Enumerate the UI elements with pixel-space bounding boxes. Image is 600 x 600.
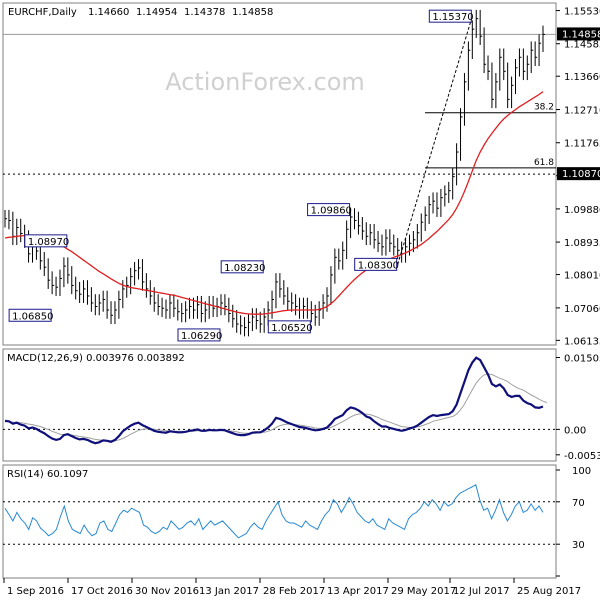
fib-level-label: 38.2 bbox=[534, 103, 554, 113]
last-price-box bbox=[557, 27, 600, 41]
level-line-label: 1.10870 bbox=[562, 169, 600, 180]
macd-y-tick-label: 0.00 bbox=[564, 425, 586, 436]
watermark: ActionForex.com bbox=[165, 68, 365, 96]
rsi-marks bbox=[3, 484, 556, 545]
rsi-y-tick-label: 70 bbox=[572, 498, 585, 509]
x-tick-label: 25 Aug 2017 bbox=[517, 586, 581, 597]
price-annotation-box bbox=[428, 9, 472, 23]
rsi-y-tick-label: 100 bbox=[572, 466, 591, 477]
rsi-y-tick-label: 30 bbox=[572, 540, 585, 551]
rsi-line bbox=[4, 484, 544, 539]
macd-panel-frame bbox=[2, 348, 557, 462]
price-y-tick-label: 1.08010 bbox=[564, 271, 600, 282]
x-axis: 1 Sep 2016 17 Oct 2016 30 Nov 2016 13 Jan 2… bbox=[3, 578, 581, 597]
price-y-tick-label: 1.14585 bbox=[564, 40, 600, 51]
fib-level-label: 61.8 bbox=[534, 158, 554, 168]
price-annotation-label: 1.15370 bbox=[432, 12, 473, 23]
price-y-tick-label: 1.07060 bbox=[564, 304, 600, 315]
price-y-tick-label: 1.11765 bbox=[564, 139, 600, 150]
price-annotation-box bbox=[354, 257, 398, 271]
trendline bbox=[397, 16, 473, 265]
price-y-tick-label: 1.12710 bbox=[564, 106, 600, 117]
x-tick-label: 30 Nov 2016 bbox=[135, 586, 199, 597]
x-tick-label: 17 Oct 2016 bbox=[71, 586, 133, 597]
price-annotation-label: 1.06520 bbox=[271, 323, 312, 334]
price-annotation-box bbox=[307, 203, 351, 217]
price-header: EURCHF,Daily 1.14660 1.14954 1.14378 1.1… bbox=[8, 7, 273, 18]
price-annotation-label: 1.08230 bbox=[224, 263, 265, 274]
price-marks: 1.10870 38.2 61.8 1.14858 1.08970 1.06850 1.08… bbox=[3, 9, 600, 342]
rsi-title: RSI(14) 60.1097 bbox=[7, 469, 88, 480]
x-tick-label: 28 Feb 2017 bbox=[263, 586, 325, 597]
price-annotation-box bbox=[267, 320, 311, 334]
x-tick-label: 12 Jul 2017 bbox=[453, 586, 510, 597]
price-annotation-box bbox=[220, 260, 264, 274]
price-panel: ActionForex.com EURCHF,Daily 1.14660 1.1… bbox=[2, 2, 600, 347]
macd-panel: MACD(12,26,9) 0.003976 0.003892 0.015052… bbox=[2, 348, 600, 462]
low-value: 1.14378 bbox=[184, 7, 225, 18]
open-value: 1.14660 bbox=[88, 7, 129, 18]
rsi-y-axis: 100 70 30 bbox=[556, 466, 591, 577]
price-annotation-label: 1.06290 bbox=[181, 331, 222, 342]
x-tick-label: 13 Apr 2017 bbox=[327, 586, 389, 597]
price-y-tick-label: 1.13660 bbox=[564, 72, 600, 83]
macd-signal-line bbox=[5, 373, 548, 442]
price-annotation-label: 1.08970 bbox=[28, 237, 69, 248]
price-annotation-label: 1.09860 bbox=[311, 206, 352, 217]
price-y-tick-label: 1.09880 bbox=[564, 205, 600, 216]
macd-marks bbox=[3, 356, 556, 445]
x-tick-label: 1 Sep 2016 bbox=[7, 586, 64, 597]
close-value: 1.14858 bbox=[232, 7, 273, 18]
price-y-tick-label: 1.15530 bbox=[564, 7, 600, 18]
price-annotation-box bbox=[177, 328, 221, 342]
rsi-panel: RSI(14) 60.1097 100 70 30 bbox=[2, 464, 591, 579]
price-y-tick-label: 1.06135 bbox=[564, 336, 600, 347]
price-annotation-label: 1.08300 bbox=[358, 260, 399, 271]
level-line-box bbox=[557, 167, 600, 181]
rsi-panel-frame bbox=[2, 464, 557, 579]
last-price-label: 1.14858 bbox=[562, 29, 600, 40]
symbol-label: EURCHF,Daily bbox=[8, 7, 77, 18]
moving-average-line bbox=[4, 91, 544, 315]
price-annotation-box bbox=[8, 308, 52, 322]
price-y-tick-label: 1.08935 bbox=[564, 238, 600, 249]
macd-y-tick-label: -0.005321 bbox=[564, 451, 600, 462]
high-value: 1.14954 bbox=[136, 7, 177, 18]
macd-title: MACD(12,26,9) 0.003976 0.003892 bbox=[7, 353, 185, 364]
x-tick-label: 13 Jan 2017 bbox=[199, 586, 259, 597]
price-annotation-label: 1.06850 bbox=[12, 311, 53, 322]
macd-y-tick-label: 0.015052 bbox=[564, 353, 600, 364]
macd-line bbox=[4, 356, 544, 445]
x-tick-label: 29 May 2017 bbox=[391, 586, 456, 597]
price-annotation-box bbox=[24, 234, 68, 248]
macd-y-axis: 0.015052 0.00 -0.005321 bbox=[556, 353, 600, 462]
